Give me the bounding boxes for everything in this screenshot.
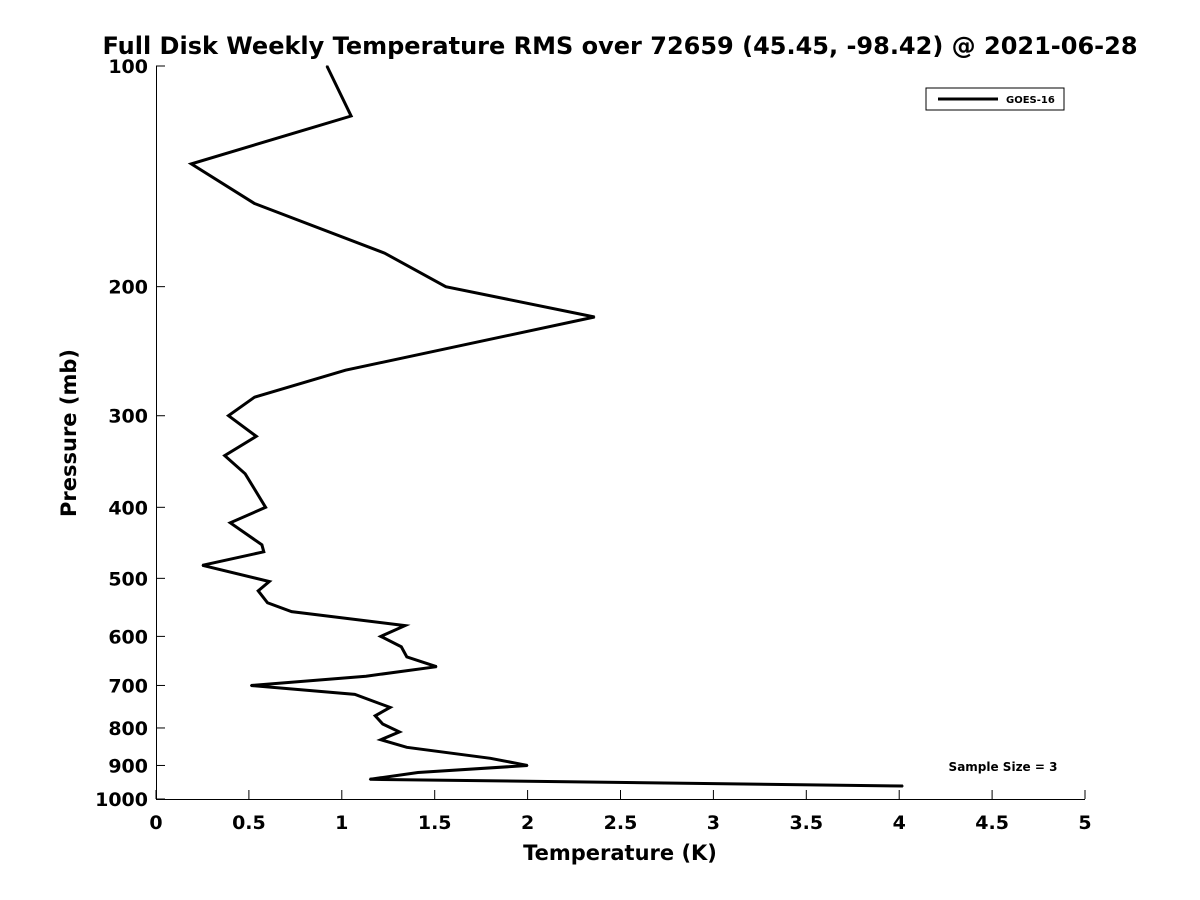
data-point <box>380 635 382 638</box>
x-tick-label: 2 <box>521 812 534 834</box>
data-point <box>229 522 232 524</box>
y-tick-label: 200 <box>108 277 148 299</box>
x-tick-label: 4.5 <box>975 812 1009 834</box>
data-point <box>445 285 447 288</box>
y-tick-label: 100 <box>108 56 148 78</box>
data-point <box>526 764 529 767</box>
x-ticks: 0 0.5 1 1.5 2 2.5 3 3.5 4 4.5 5 <box>149 790 1092 834</box>
data-point <box>489 757 492 760</box>
x-tick-label: 1 <box>335 812 348 834</box>
data-point <box>435 665 438 668</box>
data-point <box>383 252 386 254</box>
data-point <box>368 778 371 781</box>
data-point <box>326 65 328 67</box>
legend: GOES-16 <box>925 87 1065 111</box>
x-tick-label: 5 <box>1078 812 1091 834</box>
sample-size-annotation: Sample Size = 3 <box>949 760 1058 774</box>
x-axis: 0 0.5 1 1.5 2 2.5 3 3.5 4 4.5 5 <box>149 790 1092 834</box>
x-axis-label: Temperature (K) <box>523 841 717 865</box>
data-point <box>374 715 377 717</box>
x-tick-label: 3 <box>707 812 720 834</box>
y-tick-label: 900 <box>108 755 148 777</box>
data-point <box>264 506 267 509</box>
y-tick-label: 700 <box>108 675 148 697</box>
legend-entry-goes-16: GOES-16 <box>1006 95 1055 106</box>
data-point <box>290 610 293 613</box>
data-point <box>253 396 256 399</box>
y-ticks: 100 200 300 400 500 600 700 800 900 1000 <box>95 56 165 811</box>
data-point <box>902 785 904 787</box>
data-point <box>344 369 347 372</box>
data-point <box>354 693 356 696</box>
y-axis: 100 200 300 400 500 600 700 800 900 1000 <box>95 56 165 811</box>
data-point <box>389 706 391 709</box>
y-tick-label: 600 <box>108 626 148 648</box>
x-tick-label: 0 <box>149 812 162 834</box>
y-tick-label: 500 <box>108 568 148 590</box>
data-point <box>593 316 596 318</box>
data-point <box>404 624 406 627</box>
data-point <box>417 771 419 774</box>
data-point <box>255 435 258 438</box>
data-point <box>190 163 193 165</box>
y-axis-label: Pressure (mb) <box>57 349 81 517</box>
data-point <box>380 738 382 741</box>
chart-title: Full Disk Weekly Temperature RMS over 72… <box>102 32 1137 60</box>
data-point <box>398 731 401 733</box>
data-point <box>244 473 246 475</box>
data-point <box>250 684 252 687</box>
data-point <box>350 115 352 117</box>
data-point <box>266 602 269 604</box>
y-tick-label: 300 <box>108 406 148 428</box>
data-point <box>257 590 260 592</box>
x-tick-label: 4 <box>893 812 906 834</box>
data-point <box>223 454 226 457</box>
x-tick-label: 0.5 <box>232 812 266 834</box>
x-tick-label: 1.5 <box>418 812 452 834</box>
data-point <box>227 414 230 417</box>
data-point <box>201 564 204 567</box>
data-point <box>406 746 408 749</box>
data-point <box>263 551 265 553</box>
data-point <box>381 723 384 725</box>
data-point <box>261 544 263 546</box>
data-point <box>365 675 367 677</box>
y-tick-label: 1000 <box>95 789 148 811</box>
y-tick-label: 800 <box>108 718 148 740</box>
y-tick-label: 400 <box>108 497 148 519</box>
data-point <box>268 580 271 583</box>
data-point <box>406 656 408 658</box>
data-point <box>253 202 256 205</box>
x-tick-label: 3.5 <box>789 812 823 834</box>
x-tick-label: 2.5 <box>604 812 638 834</box>
data-point <box>400 646 403 648</box>
series-group <box>187 65 904 788</box>
